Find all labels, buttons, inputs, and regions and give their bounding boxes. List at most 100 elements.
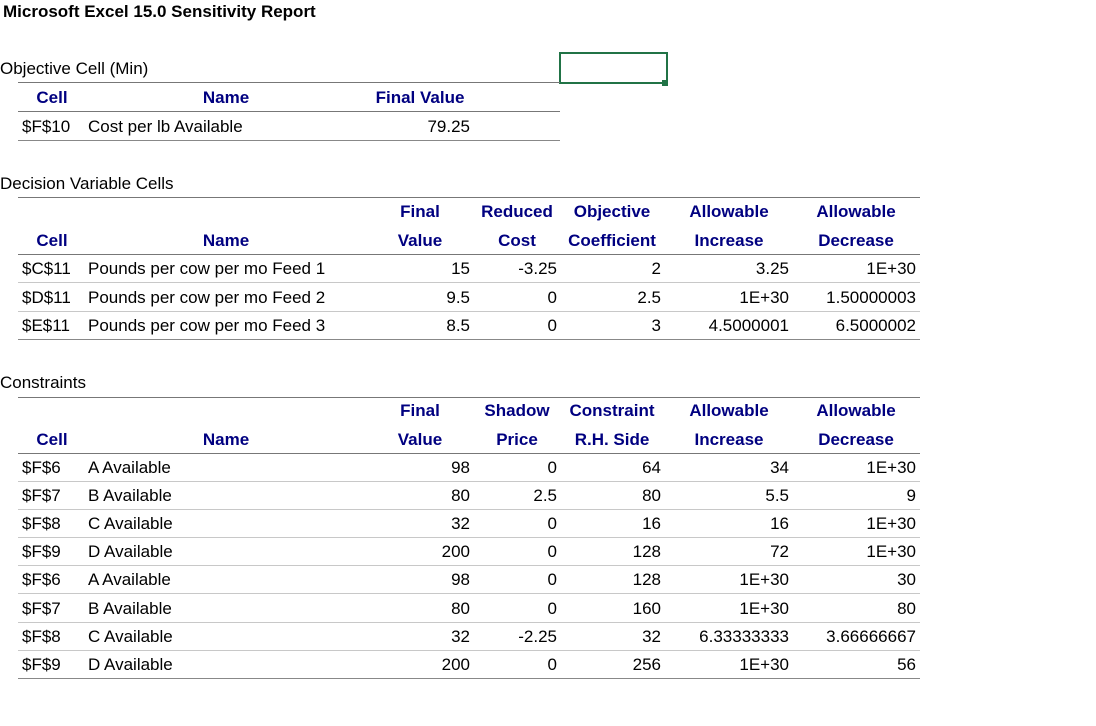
column-header: Cell bbox=[36, 231, 68, 250]
cell-value: 64 bbox=[642, 458, 661, 477]
selected-cell[interactable] bbox=[559, 52, 668, 84]
cell-value: 4.5000001 bbox=[708, 316, 789, 335]
rule bbox=[18, 509, 920, 511]
column-header: Allowable bbox=[816, 401, 896, 420]
cell-value: 98 bbox=[451, 458, 470, 477]
cell-value: -2.25 bbox=[518, 626, 557, 646]
cell-ref: $F$7 bbox=[22, 486, 61, 506]
rule bbox=[18, 140, 560, 141]
cell-value: 30 bbox=[897, 570, 916, 590]
cell-value: 6.5000002 bbox=[835, 316, 916, 335]
cell-name: A Available bbox=[88, 570, 171, 590]
cell-value: 0 bbox=[547, 287, 557, 307]
rule bbox=[18, 453, 920, 454]
rule bbox=[18, 621, 920, 623]
column-header: Shadow bbox=[484, 401, 550, 420]
section-heading: Constraints bbox=[0, 373, 86, 392]
rule bbox=[18, 537, 920, 539]
column-header: Name bbox=[202, 231, 250, 250]
rule bbox=[18, 649, 920, 651]
cell-value: 80 bbox=[451, 486, 470, 506]
column-header: Allowable bbox=[689, 401, 769, 420]
cell-value: 16 bbox=[770, 514, 789, 534]
column-header: Cost bbox=[498, 231, 536, 250]
cell-name: Cost per lb Available bbox=[88, 117, 243, 136]
cell-value: 2 bbox=[651, 259, 661, 278]
cell-value: 1E+30 bbox=[866, 514, 916, 534]
cell-value: 160 bbox=[632, 598, 661, 618]
cell-value: 56 bbox=[897, 654, 916, 674]
cell-value: 16 bbox=[642, 514, 661, 534]
rule bbox=[18, 593, 920, 595]
cell-ref: $C$11 bbox=[22, 259, 71, 278]
cell-ref: $D$11 bbox=[22, 287, 71, 307]
cell-ref: $F$8 bbox=[22, 626, 61, 646]
cell-value: 1E+30 bbox=[739, 287, 789, 307]
cell-value: 200 bbox=[441, 654, 470, 674]
cell-value: 98 bbox=[451, 570, 470, 590]
fill-handle[interactable] bbox=[662, 80, 668, 86]
cell-value: 1E+30 bbox=[739, 654, 789, 674]
cell-value: 0 bbox=[547, 598, 557, 618]
column-header: R.H. Side bbox=[574, 430, 650, 449]
cell-value: 1E+30 bbox=[866, 542, 916, 562]
cell-ref: $F$6 bbox=[22, 570, 61, 590]
column-header: Coefficient bbox=[568, 231, 656, 250]
cell-value: 32 bbox=[642, 626, 661, 646]
rule bbox=[18, 197, 920, 198]
rule bbox=[18, 254, 920, 255]
cell-name: Pounds per cow per mo Feed 3 bbox=[88, 316, 326, 335]
cell-value: 1E+30 bbox=[739, 570, 789, 590]
cell-value: 0 bbox=[547, 514, 557, 534]
cell-ref: $F$9 bbox=[22, 542, 61, 562]
cell-value: 256 bbox=[632, 654, 661, 674]
cell-value: 32 bbox=[451, 514, 470, 534]
rule bbox=[18, 310, 920, 312]
column-header: Decrease bbox=[818, 231, 894, 250]
column-header: Name bbox=[202, 430, 250, 449]
column-header: Final Value bbox=[375, 88, 465, 107]
cell-value: 6.33333333 bbox=[699, 626, 789, 646]
column-header: Final bbox=[400, 401, 440, 420]
rule bbox=[18, 82, 560, 83]
rule bbox=[18, 397, 920, 398]
cell-value: 1E+30 bbox=[866, 259, 916, 278]
cell-name: Pounds per cow per mo Feed 2 bbox=[88, 287, 326, 307]
cell-name: D Available bbox=[88, 654, 173, 674]
cell-value: 2.5 bbox=[637, 287, 661, 307]
rule bbox=[18, 282, 920, 283]
cell-value: 1E+30 bbox=[739, 598, 789, 618]
cell-value: 0 bbox=[547, 570, 557, 590]
cell-name: A Available bbox=[88, 458, 171, 477]
cell-name: B Available bbox=[88, 486, 172, 506]
section-heading: Objective Cell (Min) bbox=[0, 59, 149, 78]
cell-value: 0 bbox=[547, 654, 557, 674]
cell-value: 128 bbox=[632, 570, 661, 590]
cell-ref: $F$8 bbox=[22, 514, 61, 534]
column-header: Increase bbox=[694, 231, 764, 250]
cell-name: C Available bbox=[88, 514, 173, 534]
column-header: Name bbox=[202, 88, 250, 107]
cell-ref: $F$7 bbox=[22, 598, 61, 618]
cell-value: 32 bbox=[451, 626, 470, 646]
column-header: Reduced bbox=[481, 202, 553, 221]
cell-value: 34 bbox=[770, 458, 789, 477]
column-header: Value bbox=[397, 231, 443, 250]
cell-ref: $F$10 bbox=[22, 117, 71, 136]
rule bbox=[18, 339, 920, 340]
cell-value: 1E+30 bbox=[866, 458, 916, 477]
cell-ref: $E$11 bbox=[22, 316, 70, 335]
cell-value: 5.5 bbox=[765, 486, 789, 506]
cell-name: Pounds per cow per mo Feed 1 bbox=[88, 259, 326, 278]
cell-value: 3 bbox=[651, 316, 661, 335]
rule bbox=[18, 677, 920, 679]
column-header: Objective bbox=[573, 202, 651, 221]
column-header: Cell bbox=[36, 88, 68, 107]
cell-value: 0 bbox=[547, 316, 557, 335]
cell-value: 0 bbox=[547, 542, 557, 562]
cell-value: 9.5 bbox=[446, 287, 470, 307]
rule bbox=[18, 565, 920, 567]
cell-name: B Available bbox=[88, 598, 172, 618]
column-header: Value bbox=[397, 430, 443, 449]
